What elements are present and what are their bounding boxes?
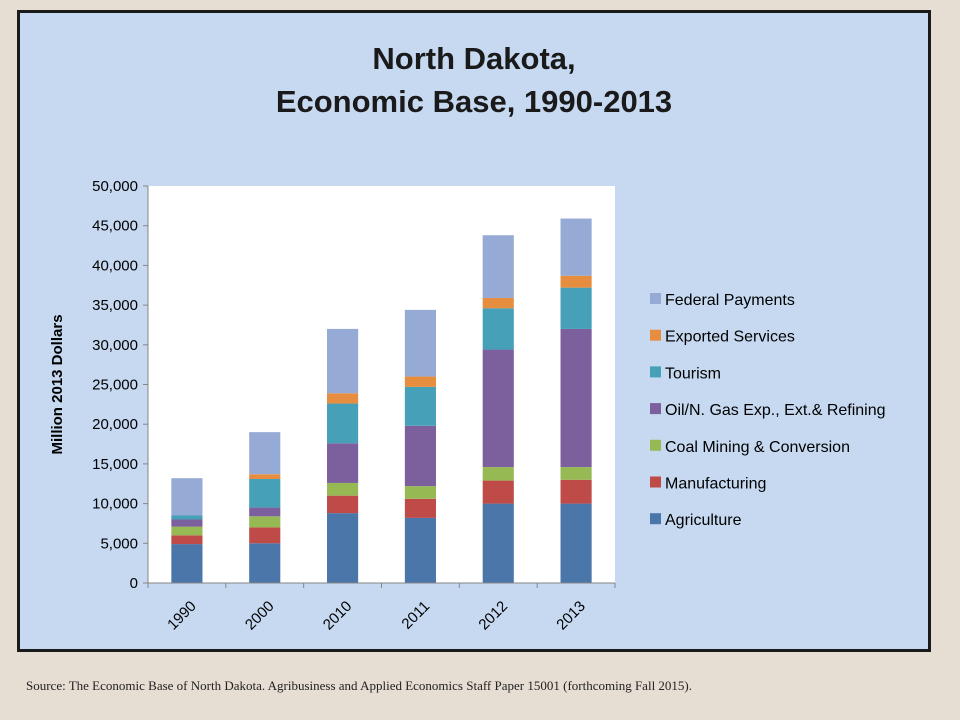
legend-label: Oil/N. Gas Exp., Ext.& Refining — [665, 402, 886, 419]
legend-swatch — [650, 513, 661, 525]
legend-swatch — [650, 293, 661, 304]
y-axis-title: Million 2013 Dollars — [49, 314, 66, 454]
chart-title-line1: North Dakota, — [372, 41, 576, 76]
bar-segment-2012 — [482, 297, 514, 309]
bar-segment-2012 — [482, 235, 514, 298]
bar-segment-1990 — [171, 535, 203, 545]
bar-segment-2010 — [327, 495, 359, 514]
bar-segment-2000 — [249, 474, 281, 479]
bar-segment-2010 — [327, 403, 359, 444]
bar-segment-2010 — [327, 443, 359, 483]
bar-segment-2010 — [327, 513, 359, 583]
bar-segment-1990 — [171, 519, 203, 527]
bar-segment-1990 — [171, 526, 203, 536]
bar-segment-2012 — [482, 308, 514, 350]
legend-swatch — [650, 439, 661, 451]
y-tick-label: 10,000 — [92, 496, 138, 513]
bar-segment-2013 — [560, 503, 592, 583]
bar-segment-2010 — [327, 393, 359, 404]
y-tick-label: 50,000 — [92, 178, 138, 195]
legend-label: Exported Services — [665, 329, 795, 346]
bar-segment-2000 — [249, 516, 281, 528]
bar-segment-1990 — [171, 544, 203, 583]
bar-segment-2013 — [560, 218, 592, 276]
x-tick-label: 1990 — [164, 598, 200, 634]
bar-segment-2000 — [249, 478, 281, 508]
bar-segment-2000 — [249, 507, 281, 517]
legend-swatch — [650, 329, 661, 341]
bar-segment-1990 — [171, 478, 203, 516]
y-tick-label: 5,000 — [100, 535, 138, 552]
bar-segment-2013 — [560, 479, 592, 504]
bar-segment-2011 — [404, 309, 436, 377]
legend-swatch — [650, 476, 661, 488]
bar-segment-2011 — [404, 498, 436, 518]
legend-label: Coal Mining & Conversion — [665, 439, 850, 456]
chart-title-line2: Economic Base, 1990-2013 — [275, 84, 673, 119]
y-tick-label: 45,000 — [92, 218, 138, 235]
chart-title: North Dakota, Economic Base, 1990-2013 — [20, 37, 928, 123]
bar-segment-1990 — [171, 515, 203, 520]
bar-segment-2010 — [327, 482, 359, 496]
bar-segment-2011 — [404, 386, 436, 426]
bar-segment-2012 — [482, 467, 514, 481]
plot-area — [148, 186, 615, 583]
y-tick-label: 30,000 — [92, 337, 138, 354]
y-tick-label: 25,000 — [92, 377, 138, 394]
y-tick-label: 35,000 — [92, 297, 138, 314]
y-tick-label: 20,000 — [92, 416, 138, 433]
bar-segment-2013 — [560, 287, 592, 329]
bar-segment-2011 — [404, 376, 436, 387]
x-tick-label: 2012 — [475, 598, 511, 634]
legend-swatch — [650, 366, 661, 378]
source-note: Source: The Economic Base of North Dakot… — [26, 678, 693, 693]
bar-segment-2000 — [249, 543, 281, 583]
bar-segment-2012 — [482, 480, 514, 504]
y-tick-label: 40,000 — [92, 257, 138, 274]
bar-segment-2000 — [249, 527, 281, 544]
legend-swatch — [650, 403, 661, 415]
x-tick-label: 2011 — [398, 598, 433, 633]
legend-label: Manufacturing — [665, 476, 766, 493]
legend-label: Tourism — [665, 365, 721, 382]
bar-segment-2012 — [482, 349, 514, 468]
bar-segment-2010 — [327, 328, 359, 394]
x-tick-label: 2013 — [553, 598, 589, 634]
legend-label: Agriculture — [665, 512, 742, 529]
bar-segment-2013 — [560, 328, 592, 468]
bar-segment-2011 — [404, 517, 436, 583]
bar-segment-2012 — [482, 503, 514, 583]
bar-segment-2013 — [560, 275, 592, 288]
bar-segment-2011 — [404, 425, 436, 487]
bar-segment-2011 — [404, 486, 436, 499]
bar-segment-2013 — [560, 467, 592, 480]
y-tick-label: 15,000 — [92, 456, 138, 473]
x-tick-label: 2000 — [242, 598, 278, 634]
x-tick-label: 2010 — [320, 598, 356, 634]
bar-segment-2000 — [249, 432, 281, 475]
y-tick-label: 0 — [130, 575, 138, 592]
legend-label: Federal Payments — [665, 292, 795, 309]
